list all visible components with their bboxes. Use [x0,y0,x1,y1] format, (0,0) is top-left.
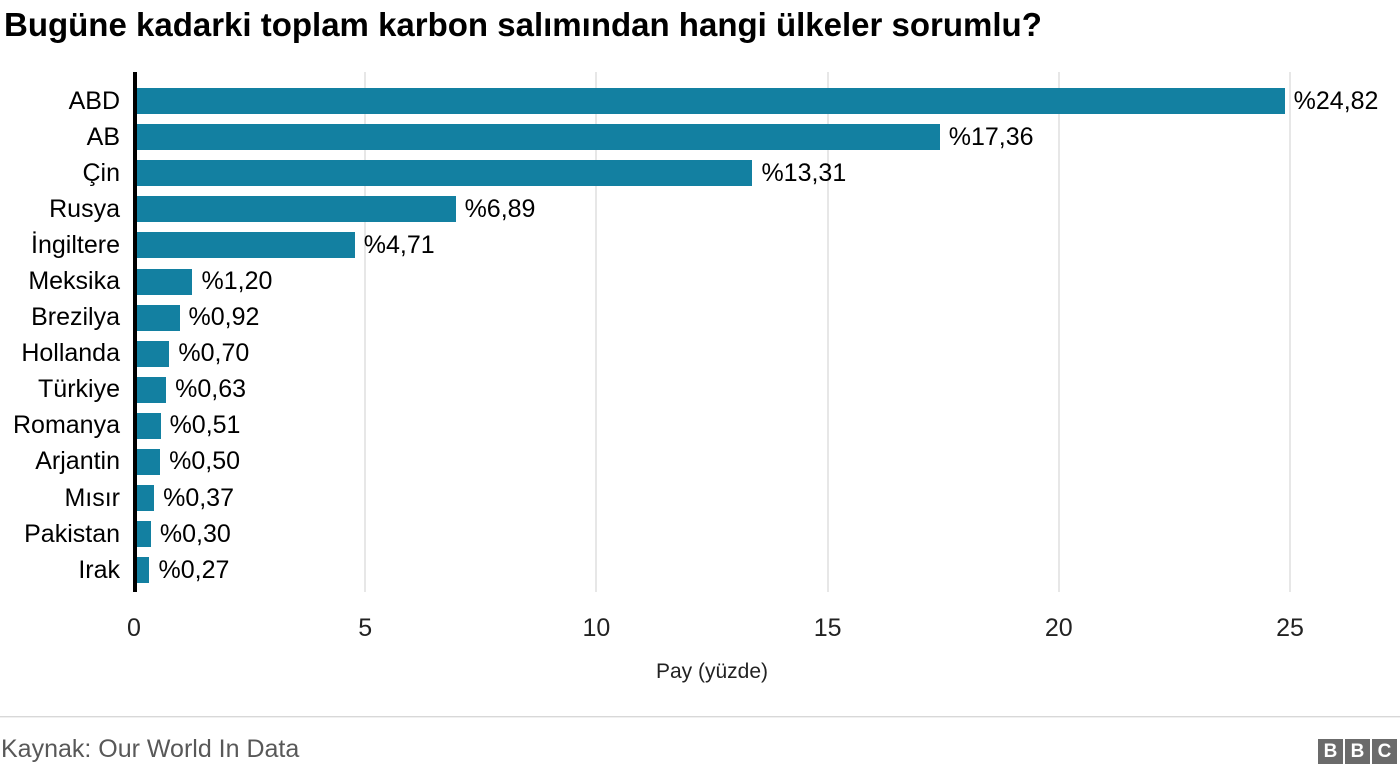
bar-row: Meksika %1,20 [0,263,1400,299]
x-axis-ticks: 0 5 10 15 20 25 [0,614,1400,648]
bar-row: ABD %24,82 [0,83,1400,119]
value-label: %24,82 [1293,86,1379,115]
bar-rows: ABD %24,82 AB %17,36 Çin %13,31 Rusya %6,89 İngi… [0,83,1400,588]
gridline [364,72,367,592]
value-label: %0,63 [175,375,247,404]
value-label: %17,36 [948,122,1034,151]
bar-row: Pakistan %0,30 [0,516,1400,552]
category-label: Brezilya [31,303,120,332]
y-axis-line [133,72,137,592]
bar [137,448,161,475]
category-label: Çin [82,158,120,187]
value-label: %0,92 [188,303,260,332]
bar [137,557,150,584]
bar [137,412,161,439]
value-label: %0,30 [159,519,231,548]
value-label: %0,50 [169,447,240,476]
bar [137,376,167,403]
category-label: Mısır [64,483,120,512]
bar [137,196,456,223]
gridline [1289,72,1291,592]
bar [137,160,753,187]
gridline [595,72,598,592]
bar [137,340,170,367]
bbc-logo-letter: C [1372,739,1397,764]
footer-divider [0,716,1400,718]
bar [137,268,193,295]
category-label: Meksika [28,267,120,296]
value-label: %0,37 [163,483,234,512]
chart-title: Bugüne kadarki toplam karbon salımından … [4,6,1042,43]
value-label: %6,89 [464,194,536,223]
x-tick-label: 10 [582,614,611,642]
bar [137,232,355,259]
category-label: AB [86,122,120,151]
x-axis-label: Pay (yüzde) [655,660,769,683]
bar [137,88,1285,115]
value-label: %0,51 [169,411,241,440]
bar-row: Çin %13,31 [0,155,1400,191]
bar [137,485,155,512]
bar-row: Hollanda %0,70 [0,336,1400,372]
category-label: Hollanda [21,339,120,368]
bar-row: Romanya %0,51 [0,408,1400,444]
bar-chart: ABD %24,82 AB %17,36 Çin %13,31 Rusya %6,89 İngi… [0,72,1400,592]
bbc-logo: B B C [1318,739,1397,764]
x-tick-label: 5 [358,614,373,642]
x-tick-label: 0 [127,614,141,642]
category-label: Irak [78,555,120,584]
value-label: %0,27 [158,555,230,584]
bar [137,521,151,548]
bbc-logo-letter: B [1318,739,1343,764]
bar [137,304,180,331]
category-label: Rusya [49,194,120,223]
bar-row: Brezilya %0,92 [0,300,1400,336]
bar-row: Türkiye %0,63 [0,372,1400,408]
value-label: %13,31 [761,158,847,187]
bar-row: İngiltere %4,71 [0,227,1400,263]
category-label: Türkiye [38,375,120,404]
value-label: %1,20 [201,267,273,296]
bar-row: Arjantin %0,50 [0,444,1400,480]
bbc-logo-letter: B [1345,739,1370,764]
bar-row: Irak %0,27 [0,552,1400,588]
bar-row: AB %17,36 [0,119,1400,155]
category-label: Pakistan [24,519,120,548]
category-label: ABD [68,86,120,115]
x-tick-label: 25 [1276,614,1304,642]
bar-row: Rusya %6,89 [0,191,1400,227]
gridline [826,72,829,592]
category-label: Romanya [13,411,120,440]
gridline [1057,72,1060,592]
category-label: Arjantin [35,447,120,476]
bar [137,124,940,151]
category-label: İngiltere [31,230,120,259]
source-credit: Kaynak: Our World In Data [1,735,300,763]
value-label: %4,71 [363,230,435,259]
value-label: %0,70 [178,339,250,368]
bar-row: Mısır %0,37 [0,480,1400,516]
x-tick-label: 20 [1044,614,1073,642]
x-tick-label: 15 [813,614,842,642]
